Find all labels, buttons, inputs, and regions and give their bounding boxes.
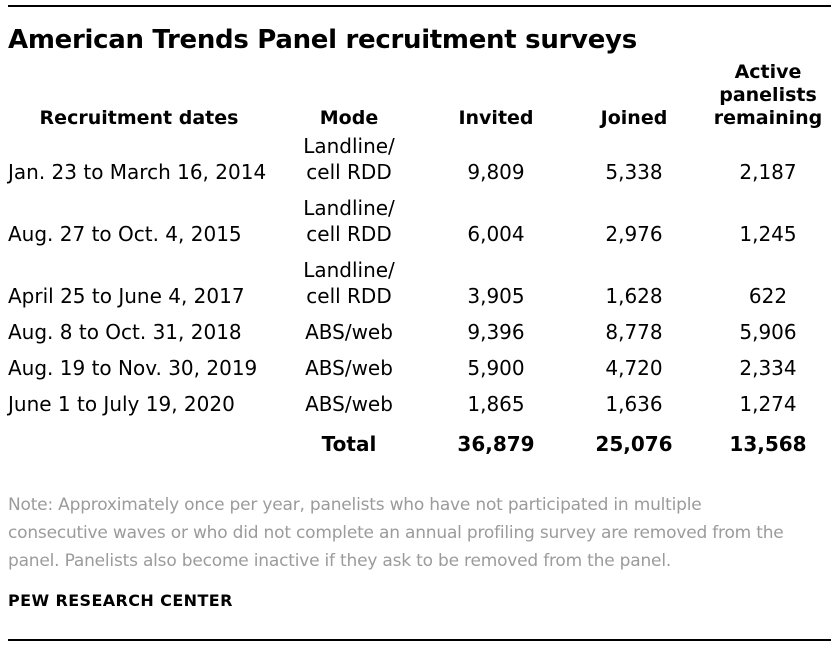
- table-row: Aug. 19 to Nov. 30, 2019 ABS/web 5,900 4…: [8, 355, 832, 391]
- cell-dates: April 25 to June 4, 2017: [8, 284, 245, 308]
- recruitment-table: Recruitment dates Mode Invited Joined Ac…: [8, 61, 832, 467]
- total-row: Total 36,879 25,076 13,568: [8, 427, 832, 467]
- cell-invited: 5,900: [467, 356, 525, 380]
- cell-joined: 8,778: [605, 320, 663, 344]
- total-label: Total: [321, 432, 377, 456]
- cell-mode: ABS/web: [305, 356, 393, 380]
- header-row: Recruitment dates Mode Invited Joined Ac…: [8, 61, 832, 133]
- table-row: April 25 to June 4, 2017 Landline/ cell …: [8, 257, 832, 319]
- figure-title: American Trends Panel recruitment survey…: [8, 25, 637, 55]
- cell-invited: 3,905: [467, 284, 525, 308]
- cell-dates: Aug. 19 to Nov. 30, 2019: [8, 356, 258, 380]
- cell-joined: 1,636: [605, 392, 663, 416]
- top-rule: [8, 5, 831, 7]
- cell-dates: Aug. 27 to Oct. 4, 2015: [8, 222, 242, 246]
- column-header-active-panelists-remaining: Active panelists remaining: [713, 61, 823, 129]
- table-row: June 1 to July 19, 2020 ABS/web 1,865 1,…: [8, 391, 832, 427]
- cell-active: 622: [748, 284, 788, 308]
- cell-invited: 9,809: [467, 160, 525, 184]
- cell-joined: 2,976: [605, 222, 663, 246]
- total-invited: 36,879: [457, 432, 535, 456]
- total-active: 13,568: [729, 432, 807, 456]
- cell-dates: June 1 to July 19, 2020: [8, 392, 235, 416]
- cell-mode: Landline/ cell RDD: [303, 134, 395, 184]
- cell-dates: Aug. 8 to Oct. 31, 2018: [8, 320, 242, 344]
- column-header-invited: Invited: [458, 107, 534, 129]
- cell-joined: 5,338: [605, 160, 663, 184]
- cell-mode: Landline/ cell RDD: [303, 196, 395, 246]
- cell-mode: ABS/web: [305, 392, 393, 416]
- cell-invited: 1,865: [467, 392, 525, 416]
- figure-note: Note: Approximately once per year, panel…: [8, 495, 784, 571]
- cell-joined: 4,720: [605, 356, 663, 380]
- cell-active: 2,334: [739, 356, 797, 380]
- column-header-joined: Joined: [600, 107, 668, 129]
- table-row: Jan. 23 to March 16, 2014 Landline/ cell…: [8, 133, 832, 195]
- cell-active: 5,906: [739, 320, 797, 344]
- table-row: Aug. 8 to Oct. 31, 2018 ABS/web 9,396 8,…: [8, 319, 832, 355]
- cell-active: 1,274: [739, 392, 797, 416]
- cell-joined: 1,628: [605, 284, 663, 308]
- cell-mode: ABS/web: [305, 320, 393, 344]
- cell-active: 1,245: [739, 222, 797, 246]
- column-header-mode: Mode: [319, 107, 379, 129]
- cell-dates: Jan. 23 to March 16, 2014: [8, 160, 267, 184]
- total-joined: 25,076: [595, 432, 673, 456]
- cell-mode: Landline/ cell RDD: [303, 258, 395, 308]
- cell-empty: [8, 427, 270, 467]
- column-header-recruitment-dates: Recruitment dates: [39, 107, 239, 129]
- cell-invited: 9,396: [467, 320, 525, 344]
- cell-active: 2,187: [739, 160, 797, 184]
- source-label: PEW RESEARCH CENTER: [8, 591, 233, 610]
- bottom-rule: [8, 639, 831, 641]
- cell-invited: 6,004: [467, 222, 525, 246]
- table-row: Aug. 27 to Oct. 4, 2015 Landline/ cell R…: [8, 195, 832, 257]
